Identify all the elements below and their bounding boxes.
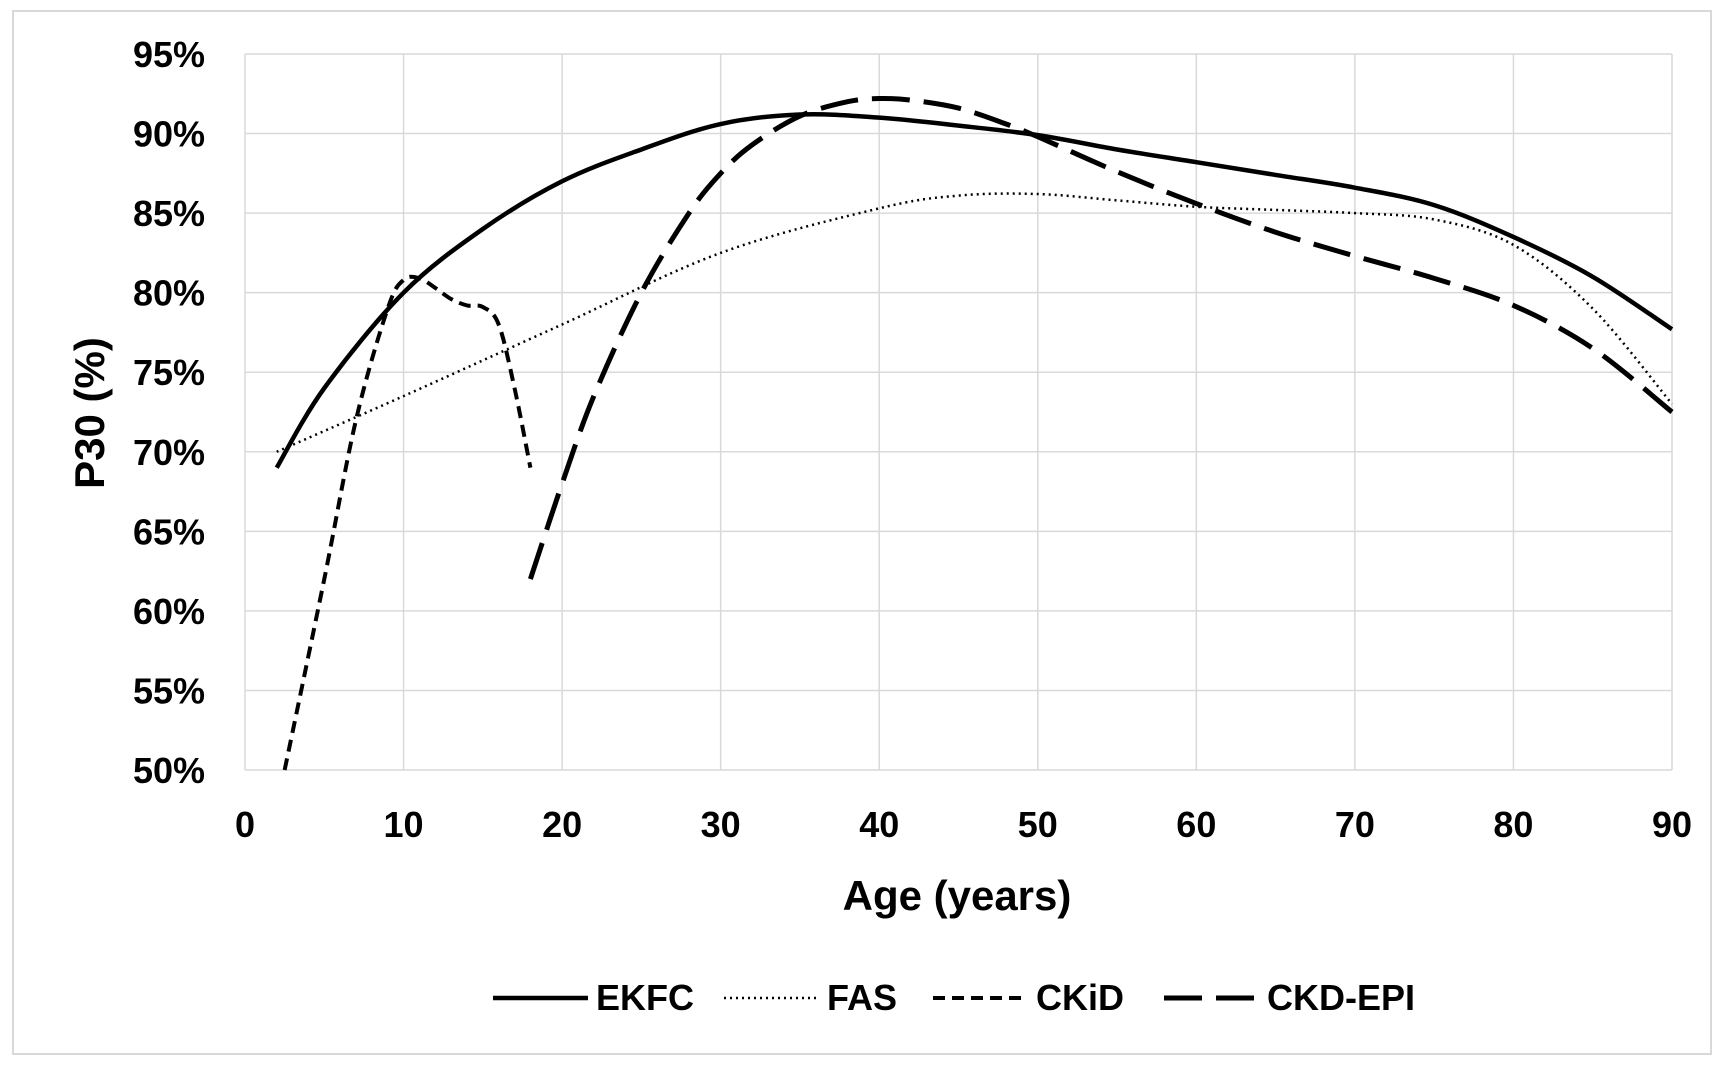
x-tick-label: 0 [235,804,255,845]
y-tick-label: 65% [133,511,205,552]
x-tick-label: 50 [1018,804,1058,845]
legend-label-ckid: CKiD [1036,977,1124,1018]
tick-labels: 0 10 20 30 40 50 60 70 80 90 50% 55% 60% 65% 70% 75% 80%… [133,34,1692,845]
y-tick-label: 75% [133,352,205,393]
x-tick-label: 80 [1493,804,1533,845]
y-tick-label: 60% [133,591,205,632]
x-tick-label: 90 [1652,804,1692,845]
series-line-fas [276,192,1673,453]
x-tick-label: 70 [1335,804,1375,845]
legend: EKFC FAS CKiD CKD-EPI [493,977,1415,1018]
chart-frame [12,10,1712,1055]
y-tick-label: 70% [133,432,205,473]
y-tick-label: 85% [133,193,205,234]
y-tick-label: 55% [133,670,205,711]
y-tick-label: 80% [133,273,205,314]
y-tick-label: 90% [133,114,205,155]
series-lines [274,95,1674,771]
legend-label-ekfc: EKFC [596,977,694,1018]
series-line-ckid [282,274,533,771]
y-axis-title: P30 (%) [66,337,113,489]
x-axis-title: Age (years) [843,872,1072,919]
y-tick-label: 50% [133,750,205,791]
series-line-ckd-epi [528,95,1674,580]
y-tick-label: 95% [133,34,205,75]
x-tick-label: 60 [1176,804,1216,845]
x-tick-label: 40 [859,804,899,845]
gridlines [244,53,1673,771]
legend-label-ckd-epi: CKD-EPI [1267,977,1415,1018]
x-tick-label: 10 [384,804,424,845]
series-line-ekfc [274,111,1674,469]
x-tick-label: 30 [701,804,741,845]
x-tick-label: 20 [542,804,582,845]
legend-label-fas: FAS [827,977,897,1018]
